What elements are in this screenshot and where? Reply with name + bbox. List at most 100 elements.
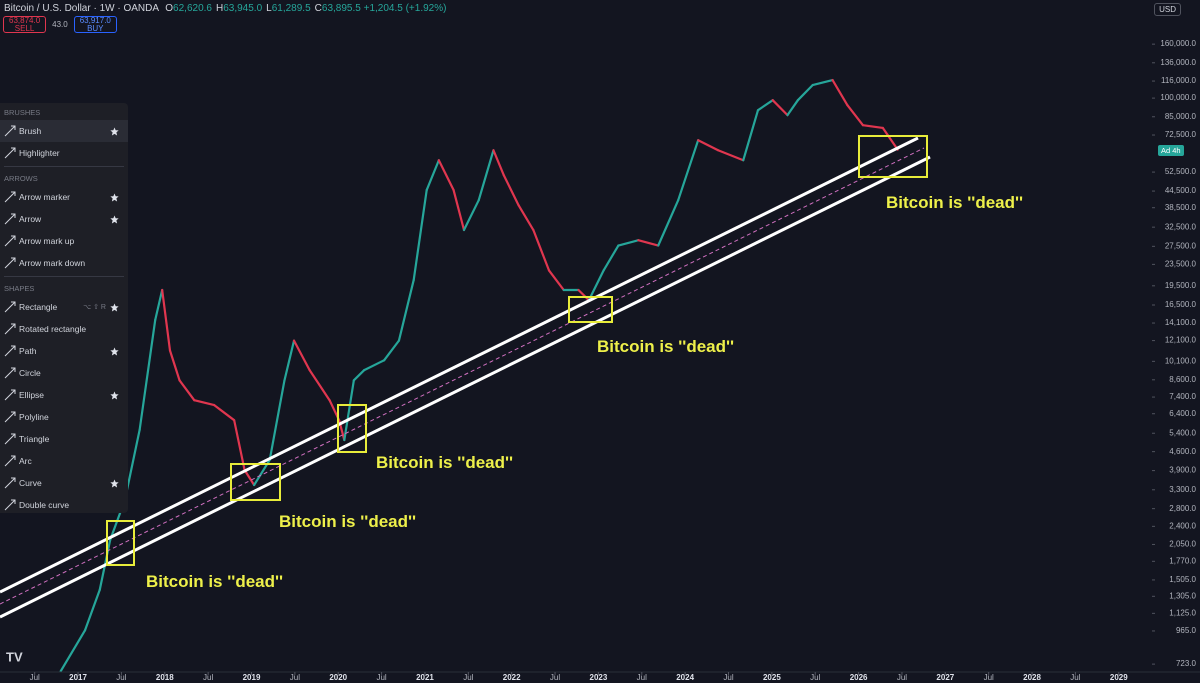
y-tick-label: 10,100.0 (1165, 356, 1197, 365)
annotation: Bitcoin is ''dead'' (376, 453, 514, 472)
trade-panel: 63,874.0 SELL 43.0 63,917.0 BUY (3, 16, 117, 33)
y-tick-label: 3,300.0 (1169, 485, 1196, 494)
price-segment (154, 288, 164, 321)
price-segment (462, 199, 480, 232)
tool-label: Double curve (19, 500, 70, 510)
price-segment (343, 379, 355, 442)
x-tick-label: 2025 (763, 673, 781, 682)
currency-button[interactable]: USD (1154, 3, 1181, 16)
tool-label: Rotated rectangle (19, 324, 87, 334)
x-tick-label: 2019 (243, 673, 261, 682)
ohlc-key: O (165, 3, 174, 14)
ohlc: O62,620.6 H63,945.0 L61,289.5 C63,895.5 (161, 3, 361, 14)
tool-label: Triangle (19, 434, 50, 444)
tool-item[interactable]: Circle (0, 362, 128, 384)
sell-button[interactable]: 63,874.0 SELL (3, 16, 47, 33)
price-segment (268, 379, 286, 462)
tool-item[interactable]: Arrow mark down (0, 252, 128, 274)
icon-stroke (4, 433, 16, 445)
price-segment (502, 174, 520, 207)
y-tick-label: 85,000.0 (1165, 112, 1197, 121)
x-tick-label: Jul (637, 673, 647, 682)
tool-item[interactable]: Rectangle ⌥ ⇧ R (0, 296, 128, 318)
symbol-header: Bitcoin / U.S. Dollar · 1W · OANDA O62,6… (4, 3, 446, 14)
star (110, 390, 119, 399)
x-tick-label: Jul (290, 673, 300, 682)
price-segment (716, 149, 745, 162)
price-segment (786, 99, 799, 117)
tool-label: Circle (19, 368, 41, 378)
ohlc-value: 63,895.5 (321, 3, 361, 14)
price-segment (243, 468, 256, 487)
symbol-title[interactable]: Bitcoin / U.S. Dollar · 1W · OANDA (4, 3, 159, 14)
x-tick-label: Jul (376, 673, 386, 682)
y-tick-label: 44,500.0 (1165, 186, 1197, 195)
price-segment (756, 99, 774, 112)
x-tick-label: 2020 (329, 673, 347, 682)
x-tick-label: Jul (723, 673, 733, 682)
channel-mid (0, 147, 925, 605)
y-tick-label: 27,500.0 (1165, 241, 1197, 250)
price-segment (602, 244, 620, 272)
tool-label: Polyline (19, 412, 49, 422)
tool-item[interactable]: Ellipse (0, 384, 128, 406)
tool-icon (4, 125, 16, 137)
price-segment (637, 239, 660, 247)
ohlc-key: C (314, 3, 322, 14)
tool-icon (4, 477, 16, 489)
change: +1,204.5 (+1.92%) (363, 3, 447, 14)
tool-item[interactable]: Arrow (0, 208, 128, 230)
annotation: Bitcoin is ''dead'' (886, 193, 1024, 212)
buy-button[interactable]: 63,917.0 BUY (73, 16, 117, 33)
x-tick-label: 2018 (156, 673, 174, 682)
price-segment (308, 368, 331, 402)
tool-item[interactable]: Triangle (0, 428, 128, 450)
tool-item[interactable]: Double curve (0, 494, 128, 516)
y-tick-label: 8,600.0 (1169, 375, 1196, 384)
highlight-box (337, 404, 367, 453)
price-segment (168, 349, 181, 382)
tool-item[interactable]: Highlighter (0, 142, 128, 164)
price-segment (352, 368, 366, 382)
tool-item[interactable]: Rotated rectangle (0, 318, 128, 340)
tool-item[interactable]: Arrow mark up (0, 230, 128, 252)
tool-item[interactable]: Arc (0, 450, 128, 472)
tool-item[interactable]: Path (0, 340, 128, 362)
price-segment (233, 419, 246, 472)
tool-icon (4, 345, 16, 357)
tool-item[interactable]: Brush (0, 120, 128, 142)
x-tick-label: Jul (810, 673, 820, 682)
price-segment (657, 199, 680, 247)
icon-stroke (4, 389, 16, 401)
price-segment (517, 204, 535, 232)
tool-icon (4, 389, 16, 401)
tool-label: Ellipse (19, 390, 45, 400)
tool-item[interactable]: Curve (0, 472, 128, 494)
ohlc-value: 63,945.0 (223, 3, 263, 14)
highlight-box (230, 463, 281, 501)
star (110, 478, 119, 487)
tool-item[interactable]: Arrow marker (0, 186, 128, 208)
tool-label: Path (19, 346, 37, 356)
x-tick-label: 2027 (936, 673, 954, 682)
price-segment (437, 159, 455, 192)
price-segment (452, 188, 466, 232)
tool-label: Arc (19, 456, 32, 466)
price-segment (138, 318, 157, 431)
star-icon (110, 214, 119, 223)
x-tick-label: Jul (984, 673, 994, 682)
tool-label: Rectangle (19, 302, 58, 312)
y-tick-label: 5,400.0 (1169, 428, 1196, 437)
price-segment (59, 629, 87, 673)
x-tick-label: 2028 (1023, 673, 1041, 682)
y-tick-label: 4,600.0 (1169, 447, 1196, 456)
price-segment (425, 159, 440, 192)
price-segment (771, 99, 789, 117)
tool-item[interactable]: Polyline (0, 406, 128, 428)
x-tick-label: Jul (203, 673, 213, 682)
x-tick-label: 2023 (590, 673, 608, 682)
section-title: BRUSHES (4, 108, 41, 117)
spread: 43.0 (52, 20, 68, 29)
price-segment (383, 339, 401, 362)
